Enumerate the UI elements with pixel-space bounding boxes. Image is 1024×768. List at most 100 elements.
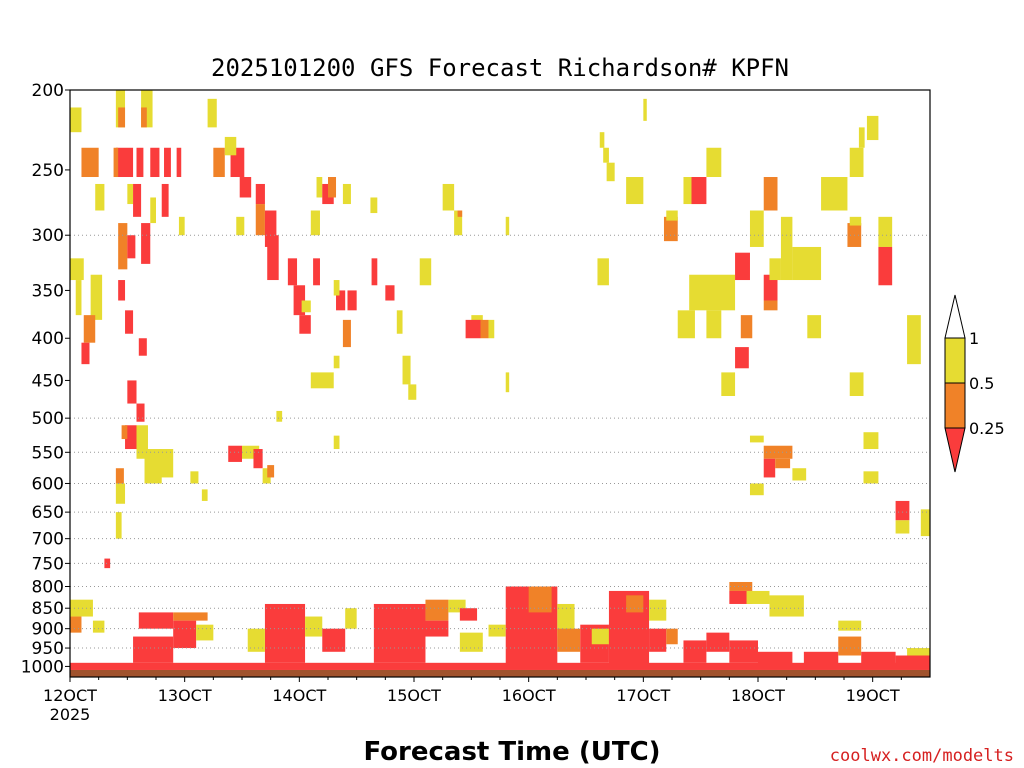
heatmap-cell bbox=[255, 183, 265, 205]
heatmap-cell bbox=[121, 425, 128, 440]
heatmap-cell bbox=[402, 355, 411, 385]
heatmap-cell bbox=[729, 581, 753, 591]
heatmap-cells bbox=[70, 90, 930, 677]
heatmap-cell bbox=[104, 558, 111, 569]
heatmap-cell bbox=[706, 632, 730, 652]
heatmap-cell bbox=[164, 147, 171, 178]
x-tick-label: 13OCT bbox=[158, 686, 212, 705]
heatmap-cell bbox=[408, 384, 417, 400]
watermark: coolwx.com/modelts bbox=[830, 746, 1014, 766]
heatmap-cell bbox=[735, 252, 750, 281]
heatmap-cell bbox=[454, 210, 463, 236]
heatmap-cell bbox=[763, 300, 778, 311]
heatmap-cell bbox=[264, 603, 306, 663]
x-tick-label: 19OCT bbox=[846, 686, 900, 705]
heatmap-cell bbox=[907, 315, 921, 365]
heatmap-cell bbox=[371, 258, 378, 286]
heatmap-cell bbox=[666, 628, 678, 645]
heatmap-cell bbox=[792, 468, 807, 481]
heatmap-cell bbox=[775, 458, 791, 469]
heatmap-cell bbox=[118, 280, 126, 301]
heatmap-cell bbox=[336, 290, 346, 311]
heatmap-cell bbox=[136, 147, 144, 178]
y-axis: 200 250 300 350 400 450 500 550 600 650 700 750 8008… bbox=[21, 81, 70, 677]
heatmap-cell bbox=[141, 223, 151, 264]
heatmap-cell bbox=[136, 403, 145, 422]
heatmap-cell bbox=[603, 147, 609, 163]
y-tick-label: 500 bbox=[32, 409, 64, 429]
heatmap-cell bbox=[262, 468, 271, 484]
x-tick-label: 18OCT bbox=[731, 686, 785, 705]
heatmap-cell bbox=[310, 210, 320, 236]
heatmap-cell bbox=[597, 258, 609, 286]
x-axis-label: Forecast Time (UTC) bbox=[363, 737, 660, 767]
heatmap-cell bbox=[115, 147, 134, 178]
heatmap-cell bbox=[70, 258, 84, 281]
colorbar-top-arrow bbox=[944, 294, 966, 339]
heatmap-cell bbox=[863, 432, 879, 450]
heatmap-cell bbox=[141, 107, 147, 128]
heatmap-cell bbox=[70, 599, 93, 617]
heatmap-cell bbox=[763, 177, 778, 211]
y-tick-label: 1000 bbox=[21, 657, 64, 677]
heatmap-cell bbox=[683, 640, 707, 663]
heatmap-cell bbox=[626, 595, 644, 613]
y-tick-label: 450 bbox=[32, 371, 64, 391]
gridlines bbox=[70, 234, 930, 649]
x-axis-year: 2025 bbox=[50, 705, 91, 724]
heatmap-cell bbox=[342, 319, 351, 348]
heatmap-cell bbox=[253, 449, 263, 469]
x-axis: 12OCT 13OCT 14OCT 15OCT 16OCT 17OCT 18OCT 19OCT bbox=[43, 677, 902, 705]
y-tick-label: 750 bbox=[32, 554, 64, 574]
heatmap-cell bbox=[83, 315, 96, 343]
heatmap-cell bbox=[125, 425, 137, 450]
heatmap-cell bbox=[224, 136, 237, 156]
heatmap-cell bbox=[333, 355, 340, 369]
heatmap-cell bbox=[749, 483, 764, 496]
colorbar-bottom-arrow bbox=[944, 427, 966, 473]
x-tick-label: 15OCT bbox=[387, 686, 441, 705]
y-tick-label: 900 bbox=[32, 620, 64, 640]
heatmap-cell bbox=[150, 197, 156, 224]
heatmap-cell bbox=[457, 210, 463, 217]
heatmap-cell bbox=[173, 612, 208, 621]
heatmap-cell bbox=[70, 107, 82, 133]
heatmap-cell bbox=[75, 280, 82, 316]
heatmap-cell bbox=[763, 274, 778, 301]
heatmap-cell bbox=[591, 628, 609, 645]
heatmap-cell bbox=[239, 177, 252, 198]
heatmap-cell bbox=[706, 310, 722, 339]
heatmap-cell bbox=[763, 458, 776, 478]
heatmap-cell bbox=[136, 425, 148, 459]
y-tick-label: 350 bbox=[32, 281, 64, 301]
heatmap-cell bbox=[599, 132, 605, 148]
heatmap-cell bbox=[115, 512, 122, 539]
heatmap-cell bbox=[115, 468, 124, 484]
y-tick-label: 950 bbox=[32, 639, 64, 659]
heatmap-cell bbox=[125, 310, 134, 334]
heatmap-cell bbox=[488, 624, 506, 637]
heatmap-cell bbox=[505, 216, 510, 236]
heatmap-cell bbox=[138, 338, 147, 356]
heatmap-cell bbox=[255, 204, 265, 236]
heatmap-cell bbox=[849, 147, 864, 178]
heatmap-cell bbox=[649, 599, 667, 621]
heatmap-cell bbox=[838, 620, 862, 631]
heatmap-cell bbox=[396, 310, 403, 334]
heatmap-cell bbox=[322, 628, 346, 652]
heatmap-cell bbox=[488, 319, 495, 339]
heatmap-cell bbox=[849, 216, 862, 226]
heatmap-cell bbox=[301, 300, 311, 313]
heatmap-cell bbox=[342, 183, 351, 205]
heatmap-cell bbox=[528, 586, 552, 613]
heatmap-cell bbox=[127, 235, 136, 259]
heatmap-cell bbox=[689, 274, 736, 311]
heatmap-cell bbox=[305, 616, 323, 637]
heatmap-cell bbox=[691, 177, 707, 205]
heatmap-cell bbox=[769, 595, 804, 617]
heatmap-cell bbox=[150, 147, 160, 178]
heatmap-cell bbox=[895, 520, 910, 534]
heatmap-cell bbox=[264, 210, 277, 247]
x-tick-label: 16OCT bbox=[502, 686, 556, 705]
heatmap-cell bbox=[895, 500, 910, 521]
